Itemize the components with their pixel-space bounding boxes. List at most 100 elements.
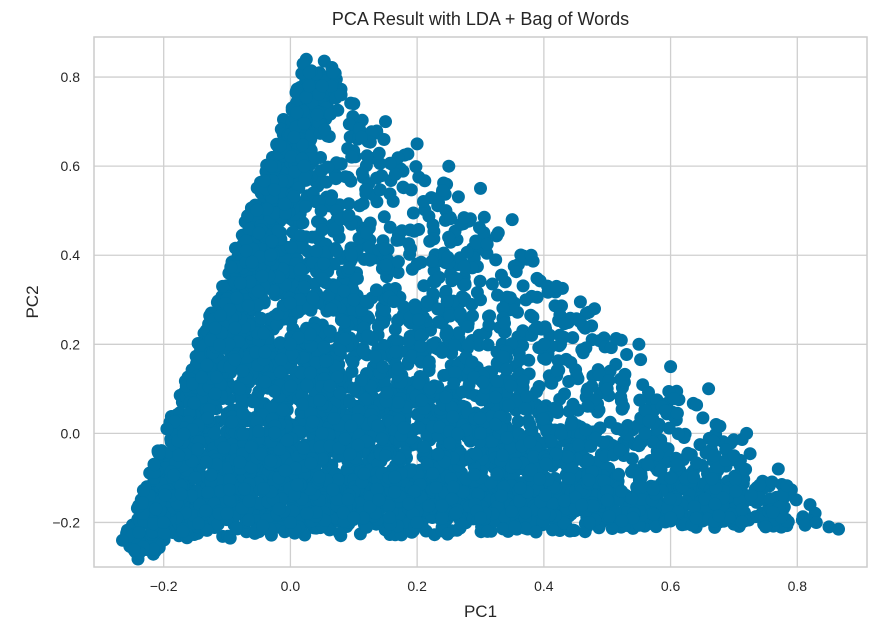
scatter-point: [735, 502, 749, 516]
scatter-point: [523, 435, 537, 449]
scatter-point: [294, 229, 308, 242]
scatter-point: [195, 370, 209, 384]
scatter-point: [491, 288, 504, 302]
scatter-point: [332, 441, 346, 455]
scatter-point: [319, 354, 332, 368]
scatter-point: [147, 542, 160, 556]
scatter-point: [530, 385, 543, 399]
scatter-point: [529, 525, 543, 539]
scatter-point: [361, 329, 375, 343]
scatter-point: [382, 499, 396, 513]
scatter-point: [687, 470, 701, 484]
scatter-point: [347, 382, 361, 396]
scatter-point: [522, 353, 536, 367]
scatter-point: [473, 274, 487, 288]
scatter-point: [387, 295, 401, 309]
scatter-point: [333, 526, 346, 540]
scatter-point: [241, 209, 255, 223]
scatter-point: [474, 426, 487, 440]
scatter-point: [360, 149, 374, 163]
x-tick-label: 0.2: [407, 578, 427, 594]
scatter-point: [504, 379, 518, 393]
scatter-point: [610, 422, 624, 436]
scatter-point: [317, 340, 331, 354]
scatter-point: [458, 292, 472, 306]
scatter-point: [370, 482, 384, 496]
scatter-point: [546, 497, 560, 510]
scatter-point: [257, 482, 271, 495]
scatter-point: [625, 491, 639, 505]
scatter-point: [323, 107, 337, 121]
scatter-point: [662, 421, 676, 435]
scatter-point: [241, 299, 255, 313]
scatter-point: [368, 350, 382, 364]
scatter-point: [391, 335, 405, 348]
scatter-point: [513, 353, 527, 367]
scatter-point: [278, 464, 292, 478]
scatter-point: [457, 211, 471, 225]
scatter-point: [299, 90, 313, 104]
scatter-point: [270, 318, 284, 331]
scatter-point: [412, 421, 426, 435]
scatter-point: [527, 450, 541, 464]
scatter-point: [405, 349, 419, 363]
scatter-point: [239, 234, 253, 248]
scatter-point: [391, 362, 405, 376]
scatter-point: [455, 517, 469, 531]
scatter-point: [435, 499, 449, 513]
scatter-point: [445, 400, 459, 414]
scatter-point: [500, 431, 514, 445]
scatter-point: [280, 433, 294, 447]
scatter-point: [344, 248, 358, 262]
scatter-point: [273, 365, 287, 379]
scatter-point: [228, 353, 242, 367]
scatter-point: [582, 473, 596, 487]
scatter-point: [298, 171, 312, 185]
scatter-point: [276, 403, 290, 417]
scatter-point: [481, 524, 494, 538]
scatter-point: [186, 377, 199, 391]
scatter-point: [299, 200, 313, 213]
scatter-point: [409, 301, 423, 315]
scatter-point: [602, 509, 616, 523]
scatter-point: [284, 150, 298, 164]
scatter-point: [297, 351, 310, 365]
scatter-point: [306, 291, 320, 305]
scatter-point: [705, 472, 719, 486]
x-tick-label: 0.4: [534, 578, 554, 594]
scatter-point: [222, 337, 236, 351]
scatter-point: [350, 272, 364, 285]
scatter-point: [564, 417, 578, 431]
scatter-point: [255, 269, 269, 283]
scatter-point: [382, 510, 396, 524]
scatter-point: [583, 516, 596, 530]
scatter-point: [431, 447, 445, 461]
scatter-point: [414, 328, 427, 342]
scatter-point: [457, 260, 471, 274]
scatter-point: [513, 481, 527, 495]
scatter-point: [670, 458, 684, 472]
scatter-point: [373, 157, 387, 170]
scatter-point: [592, 368, 606, 382]
scatter-point: [496, 350, 510, 364]
scatter-point: [330, 493, 344, 506]
scatter-point: [712, 509, 726, 523]
scatter-point: [664, 511, 678, 525]
scatter-point: [152, 447, 166, 460]
scatter-point: [632, 439, 646, 453]
points-layer: [116, 52, 845, 566]
scatter-point: [615, 514, 629, 528]
y-axis-label: PC2: [23, 285, 42, 318]
scatter-point: [207, 426, 221, 440]
scatter-point: [620, 348, 634, 361]
scatter-point: [647, 507, 661, 521]
scatter-point: [403, 223, 417, 237]
scatter-point: [586, 499, 600, 513]
scatter-point: [217, 441, 231, 455]
scatter-point: [566, 397, 580, 411]
scatter-point: [284, 240, 298, 254]
scatter-point: [481, 338, 495, 352]
scatter-point: [287, 189, 301, 203]
scatter-point: [360, 226, 373, 240]
scatter-point: [172, 448, 186, 462]
